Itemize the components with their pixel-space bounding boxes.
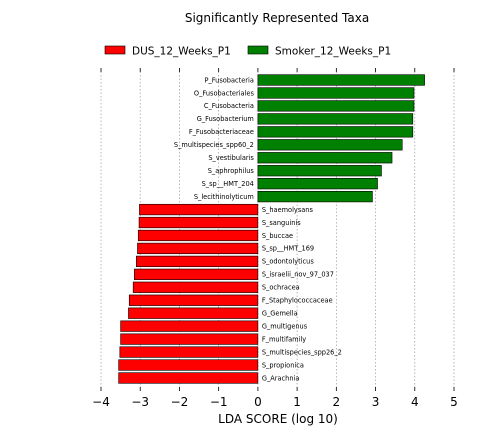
bar xyxy=(136,255,259,268)
bars xyxy=(118,74,425,384)
bar xyxy=(134,268,259,280)
bar xyxy=(257,113,414,125)
bar-label: S_haemolysans xyxy=(262,206,314,214)
x-axis: −4 −3 −2 −1 0 1 2 3 4 5 xyxy=(92,68,458,409)
x-tick-label: 1 xyxy=(293,395,301,409)
bar-label: S_lecithinolyticum xyxy=(194,193,254,201)
bar-label: C_Fusobacteria xyxy=(204,102,254,110)
x-tick-label: 2 xyxy=(333,395,341,409)
legend-label-smoker: Smoker_12_Weeks_P1 xyxy=(275,46,391,58)
legend-swatch-smoker xyxy=(247,45,269,55)
x-tick-label: −1 xyxy=(210,395,228,409)
x-tick-label: 3 xyxy=(372,395,380,409)
bar-labels: P_Fusobacteria O_Fusobacteriales C_Fusobac… xyxy=(174,76,342,382)
bar-label: S_odontolyticus xyxy=(262,258,314,266)
bar-label: S_buccae xyxy=(262,232,293,240)
x-tick-label: 5 xyxy=(450,395,458,409)
bar xyxy=(118,372,259,384)
legend-swatch-dus xyxy=(104,45,126,55)
bar xyxy=(257,178,378,190)
bar xyxy=(128,307,259,319)
bar xyxy=(257,100,415,112)
bar xyxy=(257,139,403,151)
bar-label: S_ochracea xyxy=(262,284,300,292)
legend-label-dus: DUS_12_Weeks_P1 xyxy=(132,46,231,58)
bar-label: F_multifamily xyxy=(262,335,306,343)
bar xyxy=(118,359,259,371)
bar-label: S_propionica xyxy=(262,361,304,369)
x-tick-label: −2 xyxy=(171,395,189,409)
bar-label: S_vestibularis xyxy=(208,154,254,162)
x-axis-label: LDA SCORE (log 10) xyxy=(218,412,338,426)
bar-label: S_sp__HMT_169 xyxy=(262,245,314,253)
bar xyxy=(137,229,259,242)
bar-label: O_Fusobacteriales xyxy=(194,89,255,97)
bar xyxy=(120,320,259,332)
bar-label: S_sanguinis xyxy=(262,219,301,227)
x-tick-label: 4 xyxy=(411,395,419,409)
bar-label: F_Staphylococcaceae xyxy=(262,297,333,305)
bar-label: F_Fusobacteriaceae xyxy=(189,128,254,136)
legend: DUS_12_Weeks_P1 Smoker_12_Weeks_P1 xyxy=(104,45,391,58)
bar xyxy=(257,87,415,99)
bar xyxy=(257,165,382,177)
bar-label: G_Fusobacterium xyxy=(197,115,254,123)
bar xyxy=(132,281,259,293)
bar xyxy=(257,190,373,203)
bar xyxy=(138,216,259,229)
x-tick-label: −3 xyxy=(131,395,149,409)
bar-label: G_Gemella xyxy=(262,310,298,318)
x-tick-label: −4 xyxy=(92,395,110,409)
bar xyxy=(120,333,259,345)
chart-title: Significantly Represented Taxa xyxy=(185,11,369,25)
bar-label: G_Arachnia xyxy=(262,374,300,382)
bar xyxy=(257,74,425,86)
bar-label: S_multispecies_spp26_2 xyxy=(262,348,342,356)
bar-label: S_aphrophilus xyxy=(208,167,255,175)
bar xyxy=(257,152,393,164)
bar xyxy=(139,203,259,216)
x-tick-label: 0 xyxy=(254,395,262,409)
bar xyxy=(128,294,259,306)
bar xyxy=(257,126,414,138)
bar-label: S_multispecies_spp60_2 xyxy=(174,141,254,149)
bar xyxy=(119,346,259,358)
bar-label: S_sp__HMT_204 xyxy=(202,180,254,188)
bar-label: P_Fusobacteria xyxy=(204,76,253,84)
bar-label: S_israelii_nov_97_037 xyxy=(262,271,334,279)
bar-label: G_multigenus xyxy=(262,322,308,330)
bar xyxy=(137,242,259,255)
